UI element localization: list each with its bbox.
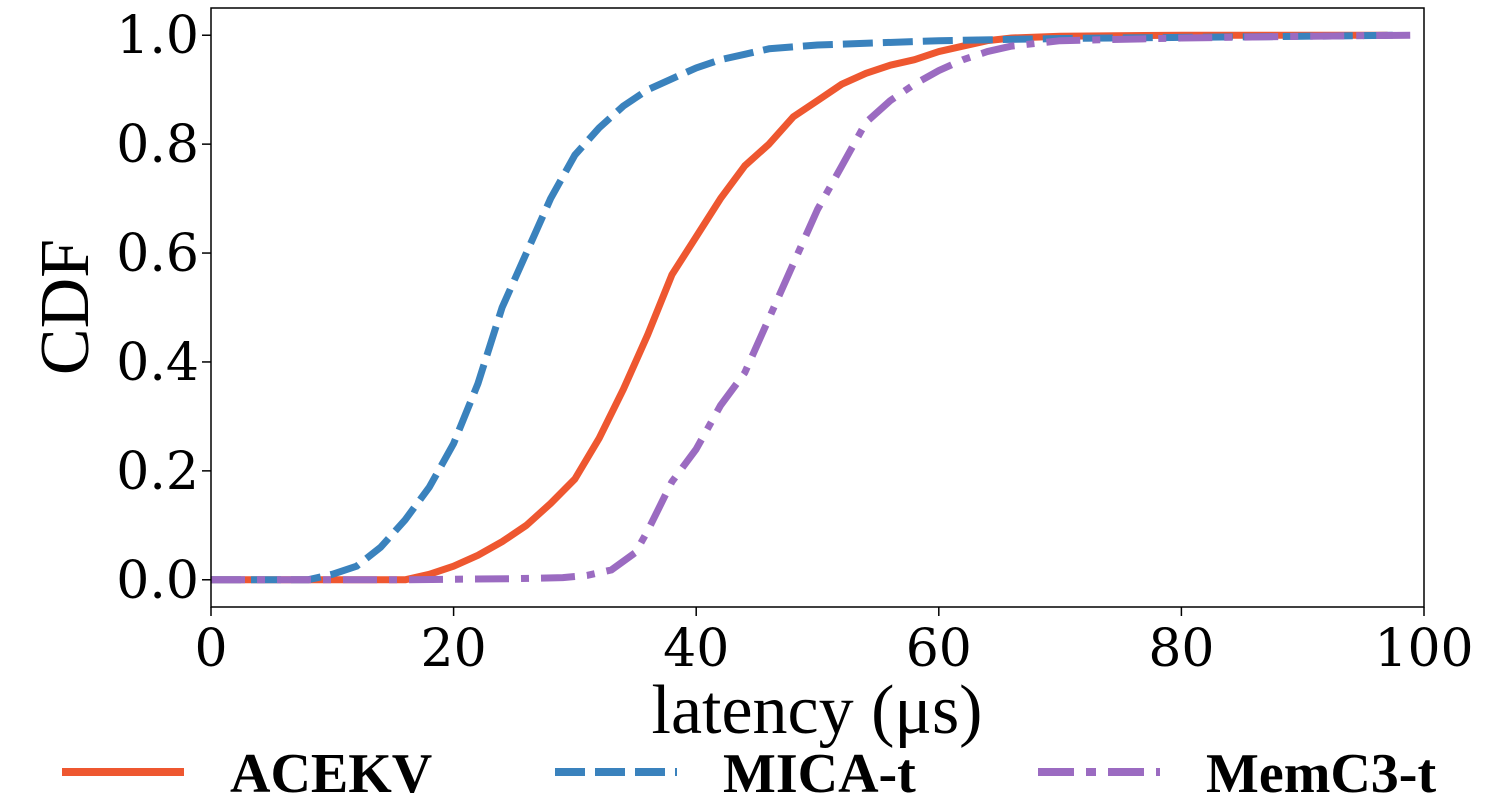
x-tick-label: 0 xyxy=(194,619,227,679)
series-line-acekv xyxy=(211,31,1388,584)
x-tick-label: 20 xyxy=(421,619,487,679)
legend-label: MemC3-t xyxy=(1206,743,1436,800)
series-layer xyxy=(211,31,1412,584)
y-tick-label: 0.0 xyxy=(116,551,199,611)
y-axis-ticks: 0.0 0.2 0.4 0.6 0.8 1.0 xyxy=(116,6,211,611)
series-line-mica-t xyxy=(211,31,1400,584)
legend: ACEKV MICA-t MemC3-t xyxy=(62,743,1436,800)
x-axis-title: latency (μs) xyxy=(652,672,983,749)
y-tick-label: 0.2 xyxy=(116,442,199,502)
y-axis-title: CDF xyxy=(27,239,104,375)
x-tick-label: 80 xyxy=(1148,619,1214,679)
x-tick-label: 100 xyxy=(1374,619,1473,679)
y-tick-label: 0.6 xyxy=(116,224,199,284)
y-tick-label: 0.4 xyxy=(116,333,199,393)
plot-frame xyxy=(210,7,1425,608)
y-tick-label: 1.0 xyxy=(116,6,199,66)
series-line-memc3-t xyxy=(211,31,1412,584)
y-tick-label: 0.8 xyxy=(116,115,199,175)
legend-label: MICA-t xyxy=(723,743,916,800)
x-tick-label: 60 xyxy=(906,619,972,679)
x-tick-label: 40 xyxy=(663,619,729,679)
x-axis-ticks: 0 20 40 60 80 100 xyxy=(194,607,1474,679)
legend-label: ACEKV xyxy=(230,743,432,800)
